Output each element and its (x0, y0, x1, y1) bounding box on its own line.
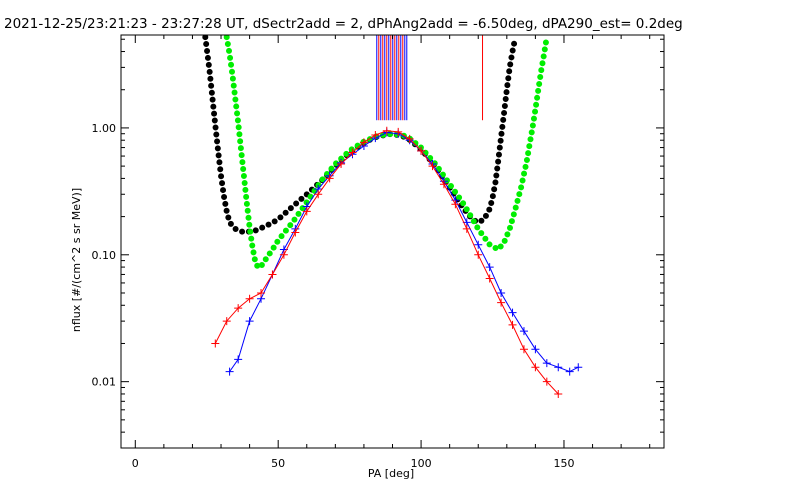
y-tick-label: 0.10 (92, 249, 117, 262)
data-point (314, 190, 323, 199)
data-point (497, 288, 506, 297)
data-point (245, 317, 254, 326)
x-tick-label: 0 (132, 457, 139, 470)
data-point (302, 207, 311, 216)
y-tick-label: 1.00 (92, 122, 117, 135)
data-point (474, 250, 483, 259)
data-point (531, 363, 540, 372)
data-point (371, 130, 380, 139)
data-point (474, 240, 483, 249)
data-point (222, 317, 231, 326)
data-point (542, 377, 551, 386)
x-tick-label: 150 (553, 457, 574, 470)
data-point (268, 270, 277, 279)
data-point (234, 355, 243, 364)
data-point (542, 359, 551, 368)
y-axis-label: nflux [#/(cm^2 s sr MeV)] (70, 188, 83, 332)
axes: 0 50 100 150 0.01 0.10 1.00 (92, 34, 665, 470)
data-point (451, 200, 460, 209)
data-point (279, 250, 288, 259)
data-point (485, 263, 494, 272)
data-point (428, 162, 437, 171)
x-tick-label: 100 (411, 457, 432, 470)
data-point (565, 367, 574, 376)
data-point (394, 127, 403, 136)
data-point (359, 138, 368, 147)
data-point (554, 363, 563, 372)
x-tick-label: 50 (271, 457, 285, 470)
data-point (348, 148, 357, 157)
curve-series (223, 35, 550, 272)
data-point (225, 367, 234, 376)
data-point (337, 159, 346, 168)
line-series (214, 130, 559, 395)
data-point (234, 304, 243, 313)
plot-area (202, 35, 583, 398)
data-point (245, 294, 254, 303)
data-point (519, 345, 528, 354)
curve-series (202, 35, 519, 236)
data-point (485, 274, 494, 283)
data-point (439, 180, 448, 189)
line-series (229, 131, 579, 373)
data-point (508, 320, 517, 329)
x-axis-label: PA [deg] (368, 467, 414, 480)
data-point (382, 126, 391, 135)
data-point (405, 134, 414, 143)
data-point (531, 345, 540, 354)
data-point (554, 389, 563, 398)
data-point (211, 339, 220, 348)
data-point (508, 308, 517, 317)
data-point (417, 146, 426, 155)
data-point (291, 228, 300, 237)
y-tick-label: 0.01 (92, 376, 117, 389)
data-point (574, 363, 583, 372)
data-point (462, 224, 471, 233)
data-point (257, 288, 266, 297)
chart-title: 2021-12-25/23:21:23 - 23:27:28 UT, dSect… (4, 16, 683, 32)
data-point (497, 298, 506, 307)
data-point (519, 327, 528, 336)
data-point (325, 174, 334, 183)
